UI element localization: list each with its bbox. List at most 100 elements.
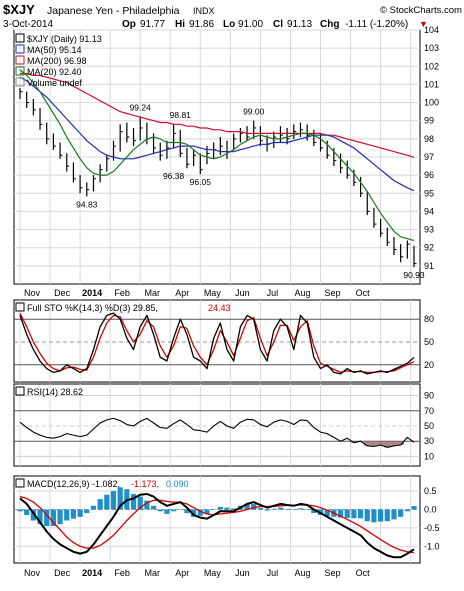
macd-histogram-bar: [304, 509, 310, 510]
macd-histogram-bar: [117, 487, 123, 510]
price-tick-label: 103: [424, 43, 439, 53]
macd-histogram-bar: [50, 509, 56, 527]
source-label: © StockCharts.com: [380, 5, 462, 16]
rsi-oversold-fill: [350, 441, 358, 443]
price-tick-label: 96: [424, 170, 434, 180]
macd-histogram-bar: [224, 507, 230, 510]
price-annotation: 99.00: [243, 107, 265, 117]
rsi-tick-label: 10: [424, 451, 434, 461]
ma200-line: [20, 72, 415, 158]
sto-d-line: [19, 312, 415, 374]
price-annotation: 96.05: [190, 177, 212, 187]
ma50-line: [19, 76, 415, 192]
macd-legend-signal: -1.173,: [131, 479, 159, 489]
month-label-bottom: Mar: [144, 568, 160, 578]
symbol-label: $XJY: [3, 2, 35, 17]
price-legend-label: MA(20) 92.40: [27, 67, 82, 77]
macd-histogram-bar: [384, 509, 390, 522]
low-value: 91.00: [238, 19, 263, 30]
macd-histogram-bar: [211, 509, 217, 510]
month-label-bottom: 2014: [82, 568, 102, 578]
rsi-legend-swatch: [15, 386, 25, 396]
month-label-bottom: Nov: [24, 568, 41, 578]
price-legend-label: MA(200) 96.98: [27, 56, 87, 66]
date-label: 3-Oct-2014: [3, 19, 53, 30]
macd-histogram-bar: [84, 509, 90, 514]
rsi-oversold-fill: [370, 441, 378, 447]
month-label-top: Apr: [175, 288, 189, 298]
macd-histogram-bar: [90, 505, 97, 510]
macd-panel: [13, 475, 421, 564]
month-label-top: Oct: [356, 288, 371, 298]
price-tick-label: 95: [424, 188, 434, 198]
price-legend-swatch: [15, 33, 25, 43]
month-label-top: Nov: [24, 288, 41, 298]
price-annotation: 96.38: [163, 171, 185, 181]
rsi-tick-label: 90: [424, 391, 434, 401]
macd-histogram-bar: [378, 509, 384, 522]
rsi-oversold-fill: [363, 441, 371, 446]
macd-histogram-bar: [44, 509, 50, 527]
macd-histogram-bar: [297, 508, 304, 510]
price-legend-swatch: [15, 44, 25, 54]
sto-tick-label: 20: [424, 360, 434, 370]
price-tick-label: 94: [424, 206, 434, 216]
price-annotation: 98.81: [170, 110, 192, 120]
rsi-panel: [13, 383, 421, 467]
month-label-bottom: Dec: [54, 568, 71, 578]
sto-tick-label: 80: [424, 314, 434, 324]
macd-histogram-bar: [398, 509, 404, 517]
macd-histogram-bar: [371, 509, 377, 523]
macd-histogram-bar: [277, 507, 284, 510]
macd-legend-swatch: [15, 478, 25, 488]
price-tick-label: 92: [424, 243, 434, 253]
macd-histogram-bar: [170, 509, 177, 512]
macd-histogram-bar: [144, 500, 150, 510]
macd-histogram-bar: [257, 507, 264, 510]
month-label-bottom: Oct: [356, 568, 371, 578]
close-label: Cl: [273, 19, 283, 30]
month-label-bottom: Jul: [267, 568, 279, 578]
instrument-name: Japanese Yen - Philadelphia: [47, 5, 180, 17]
macd-histogram-bar: [251, 503, 257, 510]
macd-histogram-bar: [184, 509, 190, 514]
rsi-tick-label: 70: [424, 406, 434, 416]
rsi-oversold-fill: [383, 441, 391, 448]
price-tick-label: 101: [424, 79, 439, 89]
macd-histogram-bar: [364, 509, 370, 522]
macd-signal-line: [19, 495, 415, 554]
price-legend-swatch: [15, 77, 25, 87]
macd-tick-label: 0.5: [424, 486, 437, 496]
price-legend-swatch: [15, 55, 25, 65]
month-label-top: Mar: [144, 288, 160, 298]
month-label-top: Feb: [114, 288, 130, 298]
macd-histogram-bar: [191, 509, 197, 517]
macd-histogram-bar: [411, 506, 417, 510]
macd-histogram-bar: [150, 505, 157, 510]
macd-histogram-bar: [57, 509, 63, 525]
macd-legend-macd: MACD(12,26,9) -1.082,: [27, 479, 120, 489]
price-legend-label: Volume undef: [27, 78, 83, 88]
macd-histogram-bar: [110, 491, 117, 510]
macd-histogram-bar: [77, 509, 83, 517]
macd-histogram-bar: [344, 509, 350, 518]
price-annotation: 90.93: [403, 270, 425, 280]
month-label-bottom: Apr: [175, 568, 189, 578]
rsi-legend-label: RSI(14) 28.62: [27, 387, 83, 397]
macd-histogram-bar: [271, 508, 277, 510]
sto-legend-swatch: [15, 302, 25, 312]
month-label-top: Sep: [325, 288, 341, 298]
price-tick-label: 93: [424, 225, 434, 235]
macd-tick-label: 0.0: [424, 504, 437, 514]
high-value: 91.86: [189, 19, 214, 30]
price-tick-label: 99: [424, 116, 434, 126]
high-label: Hi: [175, 19, 185, 30]
macd-histogram-bar: [324, 509, 330, 517]
macd-line: [19, 493, 415, 559]
macd-histogram-bar: [64, 509, 70, 521]
macd-histogram-bar: [311, 509, 317, 514]
price-legend-label: MA(50) 95.14: [27, 45, 82, 55]
open-label: Op: [122, 19, 136, 30]
